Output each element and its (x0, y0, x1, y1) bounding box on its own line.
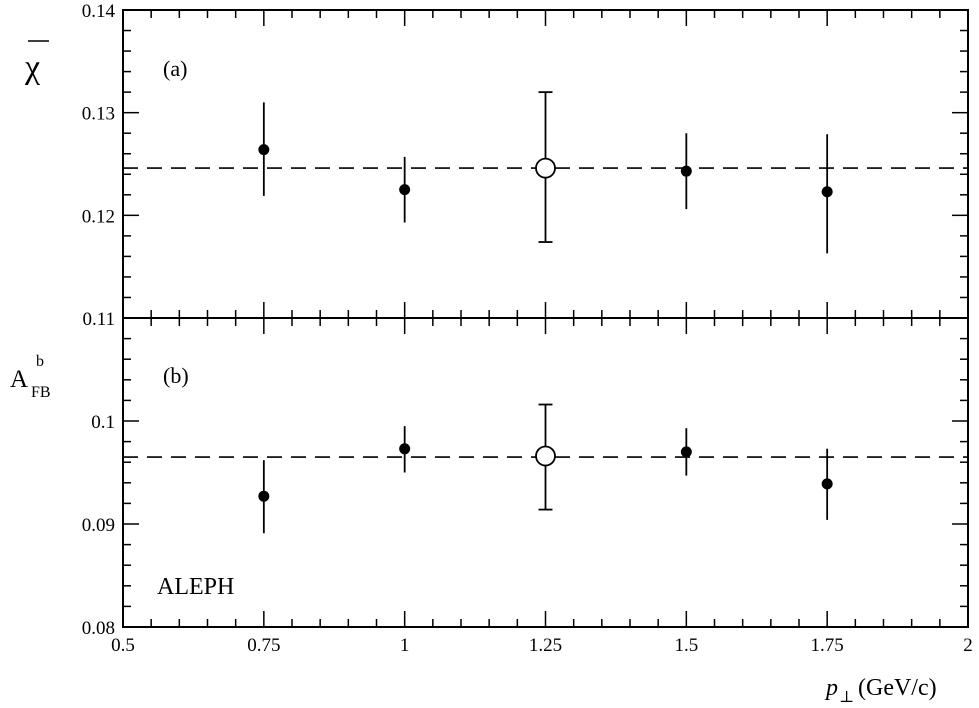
filled-marker (680, 446, 692, 458)
panel-b: 0.08 0.09 0.1 (b) ALEPH A b FB (10, 317, 969, 639)
y-tick-label: 0.13 (82, 104, 115, 125)
y-tick-label: 0.08 (82, 618, 115, 639)
panel-a: 0.11 0.12 0.13 0.14 (a) χ (24, 1, 969, 330)
filled-marker (258, 490, 270, 502)
data-point (258, 460, 270, 534)
panel-b-ylabel-sub: FB (31, 384, 51, 401)
panel-b-ticks: 0.08 0.09 0.1 (82, 317, 969, 639)
x-tick-label: 1 (400, 635, 410, 656)
x-axis-label-symbol: p (824, 675, 838, 701)
data-point (399, 426, 411, 473)
filled-marker (258, 144, 270, 156)
x-tick-label: 1.5 (674, 635, 698, 656)
data-point (821, 448, 833, 520)
x-tick-label: 2 (963, 635, 973, 656)
x-tick-labels: 0.5 0.75 1 1.25 1.5 1.75 2 (111, 635, 973, 656)
panel-a-ticks: 0.11 0.12 0.13 0.14 (82, 1, 969, 330)
x-tick-label: 0.75 (247, 635, 280, 656)
data-point (680, 133, 692, 210)
filled-marker (680, 165, 692, 177)
data-point (399, 156, 411, 223)
y-tick-label: 0.1 (91, 412, 115, 433)
panel-a-ylabel-text: χ (24, 49, 40, 86)
panel-b-label: (b) (163, 363, 189, 388)
aleph-annotation: ALEPH (157, 574, 234, 600)
y-tick-label: 0.14 (82, 1, 116, 22)
open-marker (535, 157, 556, 179)
filled-marker (399, 443, 411, 455)
data-point (535, 91, 556, 243)
panel-a-ylabel: χ (24, 40, 49, 86)
x-axis-label: p ⊥ (GeV/c) (824, 675, 937, 706)
y-tick-label: 0.12 (82, 206, 115, 227)
filled-marker (399, 184, 411, 196)
x-tick-label: 0.5 (111, 635, 135, 656)
x-tick-label: 1.25 (529, 635, 562, 656)
panel-b-points (258, 403, 833, 534)
panel-b-ylabel-main: A (10, 366, 28, 393)
data-point (821, 134, 833, 254)
y-tick-label: 0.11 (82, 309, 115, 330)
open-marker (535, 445, 556, 467)
data-point (258, 102, 270, 196)
x-tick-label: 1.75 (811, 635, 844, 656)
filled-marker (821, 186, 833, 198)
data-point (680, 428, 692, 476)
panel-b-ylabel: A b FB (10, 353, 51, 401)
panel-b-ylabel-sup: b (36, 353, 44, 370)
panel-a-points (258, 91, 833, 254)
data-point (535, 403, 556, 511)
filled-marker (821, 478, 833, 490)
y-tick-label: 0.09 (82, 515, 115, 536)
x-axis-label-unit: (GeV/c) (858, 675, 937, 701)
panel-a-label: (a) (163, 56, 187, 81)
x-axis-label-subscript: ⊥ (839, 689, 854, 706)
